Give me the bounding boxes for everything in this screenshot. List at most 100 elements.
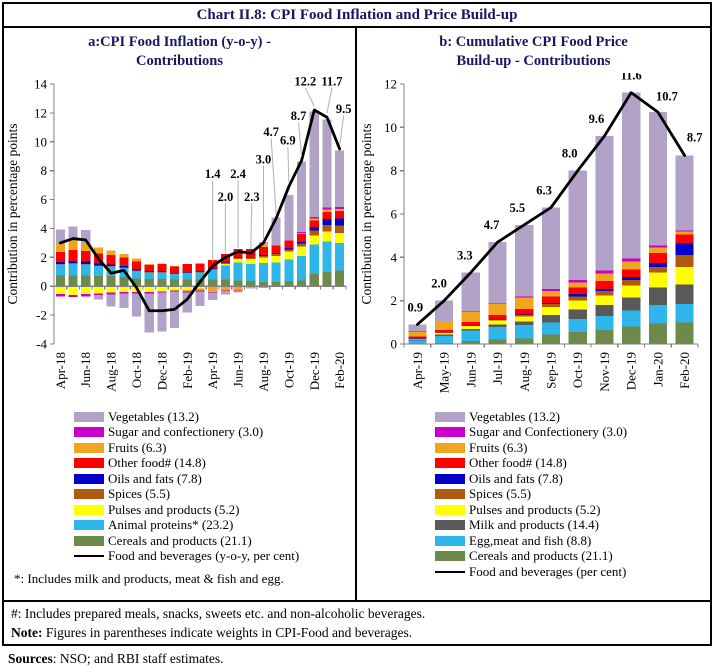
legend-label: Cereals and products (21.1) [469,548,613,564]
legend-item: Animal proteins* (23.2) [74,518,355,534]
svg-text:4.7: 4.7 [483,218,499,232]
svg-text:4: 4 [390,250,397,265]
legend-label: Food and beverages (y-o-y, per cent) [108,548,299,564]
legend-a: Vegetables (13.2)Sugar and confectionery… [74,409,355,564]
svg-text:Jun-19: Jun-19 [231,352,246,387]
note-hash: #: Includes prepared meals, snacks, swee… [11,604,703,623]
legend-color-swatch [74,505,104,515]
svg-text:Oct-18: Oct-18 [129,352,144,388]
legend-item: Sugar and Confectionery (3.0) [435,425,710,441]
svg-text:0.9: 0.9 [407,301,423,315]
svg-text:2.4: 2.4 [230,167,246,181]
legend-item: Spices (5.5) [74,487,355,503]
svg-text:Aug-19: Aug-19 [516,352,531,392]
legend-color-swatch [435,443,465,453]
svg-text:Feb-20: Feb-20 [332,352,347,389]
legend-item: Egg,meat and fish (8.8) [435,533,710,549]
x-axis-group [404,344,698,348]
svg-text:8.0: 8.0 [561,147,577,161]
legend-item: Vegetables (13.2) [435,409,710,425]
legend-color-swatch [435,489,465,499]
legend-item: Pulses and products (5.2) [435,502,710,518]
svg-text:14: 14 [34,77,48,92]
svg-text:1.4: 1.4 [205,167,221,181]
panel-b-title-line1: b: Cumulative CPI Food Price [357,33,710,52]
legend-line-swatch [74,555,104,557]
legend-color-swatch [74,427,104,437]
svg-text:8.7: 8.7 [291,109,307,123]
legend-item: Milk and products (14.4) [435,518,710,534]
legend-label: Other food# (14.8) [469,455,567,471]
svg-text:Aug-19: Aug-19 [256,352,271,392]
legend-label: Spices (5.5) [469,486,531,502]
note-weights-prefix: Note: [11,625,42,640]
svg-text:10: 10 [384,120,397,135]
svg-text:-2: -2 [36,308,47,323]
panel-a-title: a:CPI Food Inflation (y-o-y) - Contribut… [4,33,355,73]
svg-text:Apr-19: Apr-19 [409,352,424,389]
y-axis-label: Contribution in percentage points [5,123,20,304]
legend-item: Other food# (14.8) [74,456,355,472]
svg-text:10: 10 [34,134,47,149]
svg-text:Sep-19: Sep-19 [543,352,558,389]
svg-text:6.9: 6.9 [280,134,296,148]
svg-text:Feb-20: Feb-20 [677,352,692,389]
legend-item: Food and beverages (per cent) [435,564,710,580]
svg-text:0: 0 [41,279,48,294]
svg-text:4: 4 [41,221,48,236]
svg-text:8.7: 8.7 [686,130,702,144]
svg-text:6: 6 [41,192,48,207]
legend-label: Other food# (14.8) [108,455,206,471]
legend-color-swatch [74,489,104,499]
panel-b: b: Cumulative CPI Food Price Build-up - … [357,28,710,600]
svg-text:Apr-19: Apr-19 [205,352,220,389]
legend-label: Pulses and products (5.2) [108,502,239,518]
svg-text:May-19: May-19 [436,352,451,393]
svg-text:Oct-19: Oct-19 [570,352,585,388]
panel-b-title-line2: Build-up - Contributions [357,52,710,71]
svg-text:5.5: 5.5 [509,201,525,215]
svg-text:Feb-19: Feb-19 [180,352,195,389]
chart-frame: Chart II.8: CPI Food Inflation and Price… [2,2,712,646]
legend-color-swatch [435,427,465,437]
legend-item: Oils and fats (7.8) [74,471,355,487]
legend-item: Fruits (6.3) [435,440,710,456]
legend-label: Oils and fats (7.8) [469,471,563,487]
svg-text:-4: -4 [36,337,47,352]
note-weights: Note: Figures in parentheses indicate we… [11,623,703,642]
legend-color-swatch [435,505,465,515]
legend-color-swatch [74,443,104,453]
svg-text:6: 6 [390,207,397,222]
svg-text:Dec-19: Dec-19 [623,352,638,390]
notes-bar: #: Includes prepared meals, snacks, swee… [4,600,710,644]
y-axis-label: Contribution in percentage points [359,123,374,304]
svg-text:12: 12 [384,77,397,92]
legend-color-swatch [435,536,465,546]
svg-text:Jun-18: Jun-18 [78,352,93,387]
legend-item: Vegetables (13.2) [74,409,355,425]
legend-color-swatch [435,458,465,468]
legend-item: Pulses and products (5.2) [74,502,355,518]
svg-text:8: 8 [41,163,48,178]
panel-a: a:CPI Food Inflation (y-o-y) - Contribut… [4,28,357,600]
sources-line: Sources: NSO; and RBI staff estimates. [0,648,718,667]
legend-label: Animal proteins* (23.2) [108,517,233,533]
svg-text:Oct-19: Oct-19 [281,352,296,388]
legend-label: Fruits (6.3) [469,440,528,456]
y-axis-group [50,84,54,344]
svg-text:0: 0 [390,337,397,352]
svg-text:11.6: 11.6 [620,73,641,83]
legend-label: Sugar and confectionery (3.0) [108,424,263,440]
svg-text:2.3: 2.3 [244,190,260,204]
svg-text:Dec-19: Dec-19 [307,352,322,390]
legend-color-swatch [74,412,104,422]
svg-text:12.2: 12.2 [294,74,316,88]
legend-color-swatch [74,520,104,530]
svg-text:2: 2 [41,250,48,265]
svg-text:2.0: 2.0 [431,277,447,291]
legend-label: Pulses and products (5.2) [469,502,600,518]
svg-text:9.6: 9.6 [588,112,604,126]
legend-color-swatch [435,474,465,484]
legend-item: Cereals and products (21.1) [74,533,355,549]
